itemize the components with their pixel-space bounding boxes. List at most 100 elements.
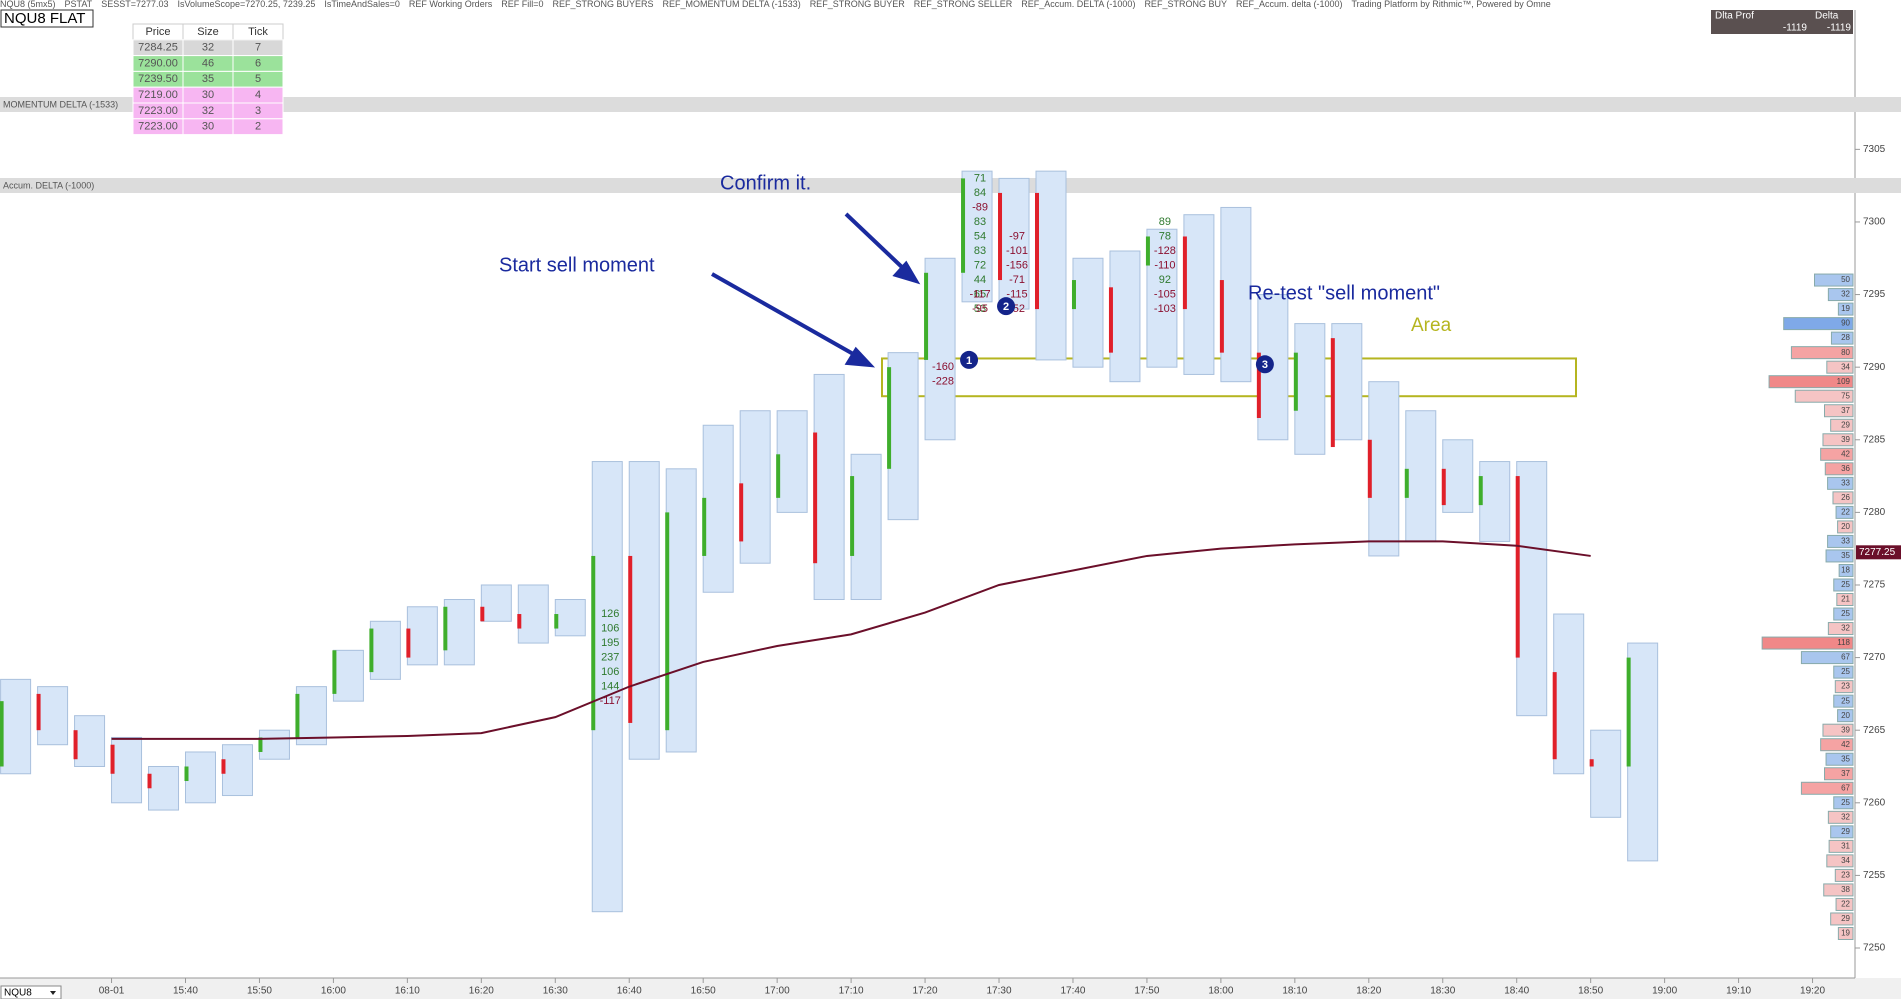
- time-label: 17:50: [1134, 986, 1159, 997]
- moving-average: [111, 540, 1591, 740]
- profile-bar: [1830, 418, 1854, 432]
- table-value: 35: [202, 73, 214, 85]
- header-item: SESST=7277.03: [101, 0, 169, 9]
- footprint-cell: -101: [1006, 245, 1028, 257]
- footprint-cell: 195: [601, 637, 619, 649]
- profile-value: 42: [1841, 740, 1850, 749]
- profile-value: 67: [1841, 783, 1850, 792]
- footprint-column: [1109, 250, 1141, 383]
- header-item: Trading Platform by Rithmic™, Powered by…: [1351, 0, 1551, 9]
- price-tick-label: 7290: [1863, 362, 1886, 373]
- profile-bar: [1830, 912, 1854, 926]
- delta-header: Dlta Prof: [1715, 11, 1754, 22]
- footprint-column: [1442, 439, 1474, 513]
- footprint-column: [628, 461, 660, 760]
- profile-value: 20: [1841, 522, 1850, 531]
- profile-value: 39: [1841, 435, 1850, 444]
- footprint-column: [1405, 410, 1437, 542]
- profile-bar: [1824, 767, 1854, 781]
- header-item: IsTimeAndSales=0: [324, 0, 400, 9]
- profile-value: 35: [1841, 551, 1850, 560]
- time-label: 17:30: [987, 986, 1012, 997]
- header-item: IsVolumeScope=7270.25, 7239.25: [177, 0, 316, 9]
- candle-body: [887, 367, 892, 469]
- footprint-cell: 92: [1159, 274, 1171, 286]
- price-tick-label: 7255: [1863, 870, 1886, 881]
- profile-value: 33: [1841, 478, 1850, 487]
- profile-value: 19: [1841, 929, 1850, 938]
- indicator-band: [0, 97, 1901, 112]
- profile-value: 32: [1841, 812, 1850, 821]
- step-marker-label: 3: [1262, 359, 1268, 371]
- profile-value: 109: [1837, 377, 1851, 386]
- profile-value: 29: [1841, 827, 1850, 836]
- candle-body: [1478, 476, 1483, 506]
- profile-bar: [1827, 476, 1854, 490]
- candle-body: [850, 476, 855, 556]
- arrow-head: [892, 260, 921, 285]
- profile-bar: [1832, 491, 1854, 505]
- time-label: 17:40: [1060, 986, 1085, 997]
- time-label: 16:50: [691, 986, 716, 997]
- footprint-column: [184, 751, 216, 804]
- time-label: 19:20: [1800, 986, 1825, 997]
- table-value: 7284.25: [138, 42, 178, 54]
- footprint-column: [517, 584, 549, 644]
- candle-body: [1182, 236, 1187, 310]
- footprint-column: [1072, 257, 1104, 368]
- candle-body: [332, 650, 337, 694]
- profile-bar: [1837, 520, 1854, 534]
- profile-value: 33: [1841, 537, 1850, 546]
- symbol-select[interactable]: [0, 985, 62, 999]
- profile-value: 39: [1841, 725, 1850, 734]
- candle-body: [961, 178, 966, 273]
- step-marker: [960, 350, 979, 369]
- profile-bar: [1800, 651, 1854, 665]
- dropdown-arrow[interactable]: [50, 991, 56, 995]
- footprint-column: [591, 461, 623, 913]
- price-tick-label: 7280: [1863, 507, 1886, 518]
- time-label: 18:20: [1356, 986, 1381, 997]
- footprint-cell: -115: [1006, 288, 1027, 300]
- profile-bar: [1783, 317, 1854, 331]
- profile-value: 22: [1841, 507, 1850, 516]
- profile-bar: [1834, 868, 1854, 882]
- footprint-column: [1220, 206, 1252, 383]
- time-label: 17:00: [765, 986, 790, 997]
- profile-bar: [1800, 781, 1854, 795]
- candle-body: [369, 628, 374, 673]
- profile-bar: [1830, 331, 1854, 345]
- table-value: 7290.00: [138, 57, 178, 69]
- step-marker-label: 1: [966, 355, 972, 367]
- symbol-label[interactable]: NQU8: [4, 988, 32, 999]
- header-item: REF_STRONG BUYER: [809, 0, 905, 9]
- profile-value: 23: [1841, 682, 1850, 691]
- candle-body: [1367, 439, 1372, 498]
- candle-body: [147, 773, 152, 789]
- footprint-column: [554, 599, 586, 637]
- profile-bar: [1826, 360, 1854, 374]
- header-item: REF_STRONG BUYERS: [552, 0, 654, 9]
- candle-body: [1219, 280, 1224, 353]
- candle-body: [406, 628, 411, 658]
- profile-value: 42: [1841, 449, 1850, 458]
- price-tick-label: 7295: [1863, 289, 1886, 300]
- header-item: REF_Accum. DELTA (-1000): [1021, 0, 1136, 9]
- table-cell: [232, 118, 284, 136]
- table-value: 7: [255, 42, 261, 54]
- instrument-label: NQU8 FLAT: [4, 10, 85, 27]
- profile-value: 18: [1841, 566, 1850, 575]
- candle-body: [1552, 672, 1557, 760]
- footprint-column: [1368, 381, 1400, 557]
- arrow-head: [844, 346, 876, 368]
- profile-bar: [1828, 839, 1854, 853]
- profile-bar: [1820, 447, 1854, 461]
- profile-value: 90: [1841, 319, 1850, 328]
- indicator-header: NQU8 (5mx5) PSTAT SESST=7277.03 IsVolumeSco…: [0, 0, 1901, 10]
- profile-bar: [1827, 622, 1854, 636]
- price-tick-label: 7250: [1863, 943, 1886, 954]
- profile-value: 34: [1841, 856, 1850, 865]
- profile-value: 21: [1841, 595, 1850, 604]
- profile-value: 32: [1841, 290, 1850, 299]
